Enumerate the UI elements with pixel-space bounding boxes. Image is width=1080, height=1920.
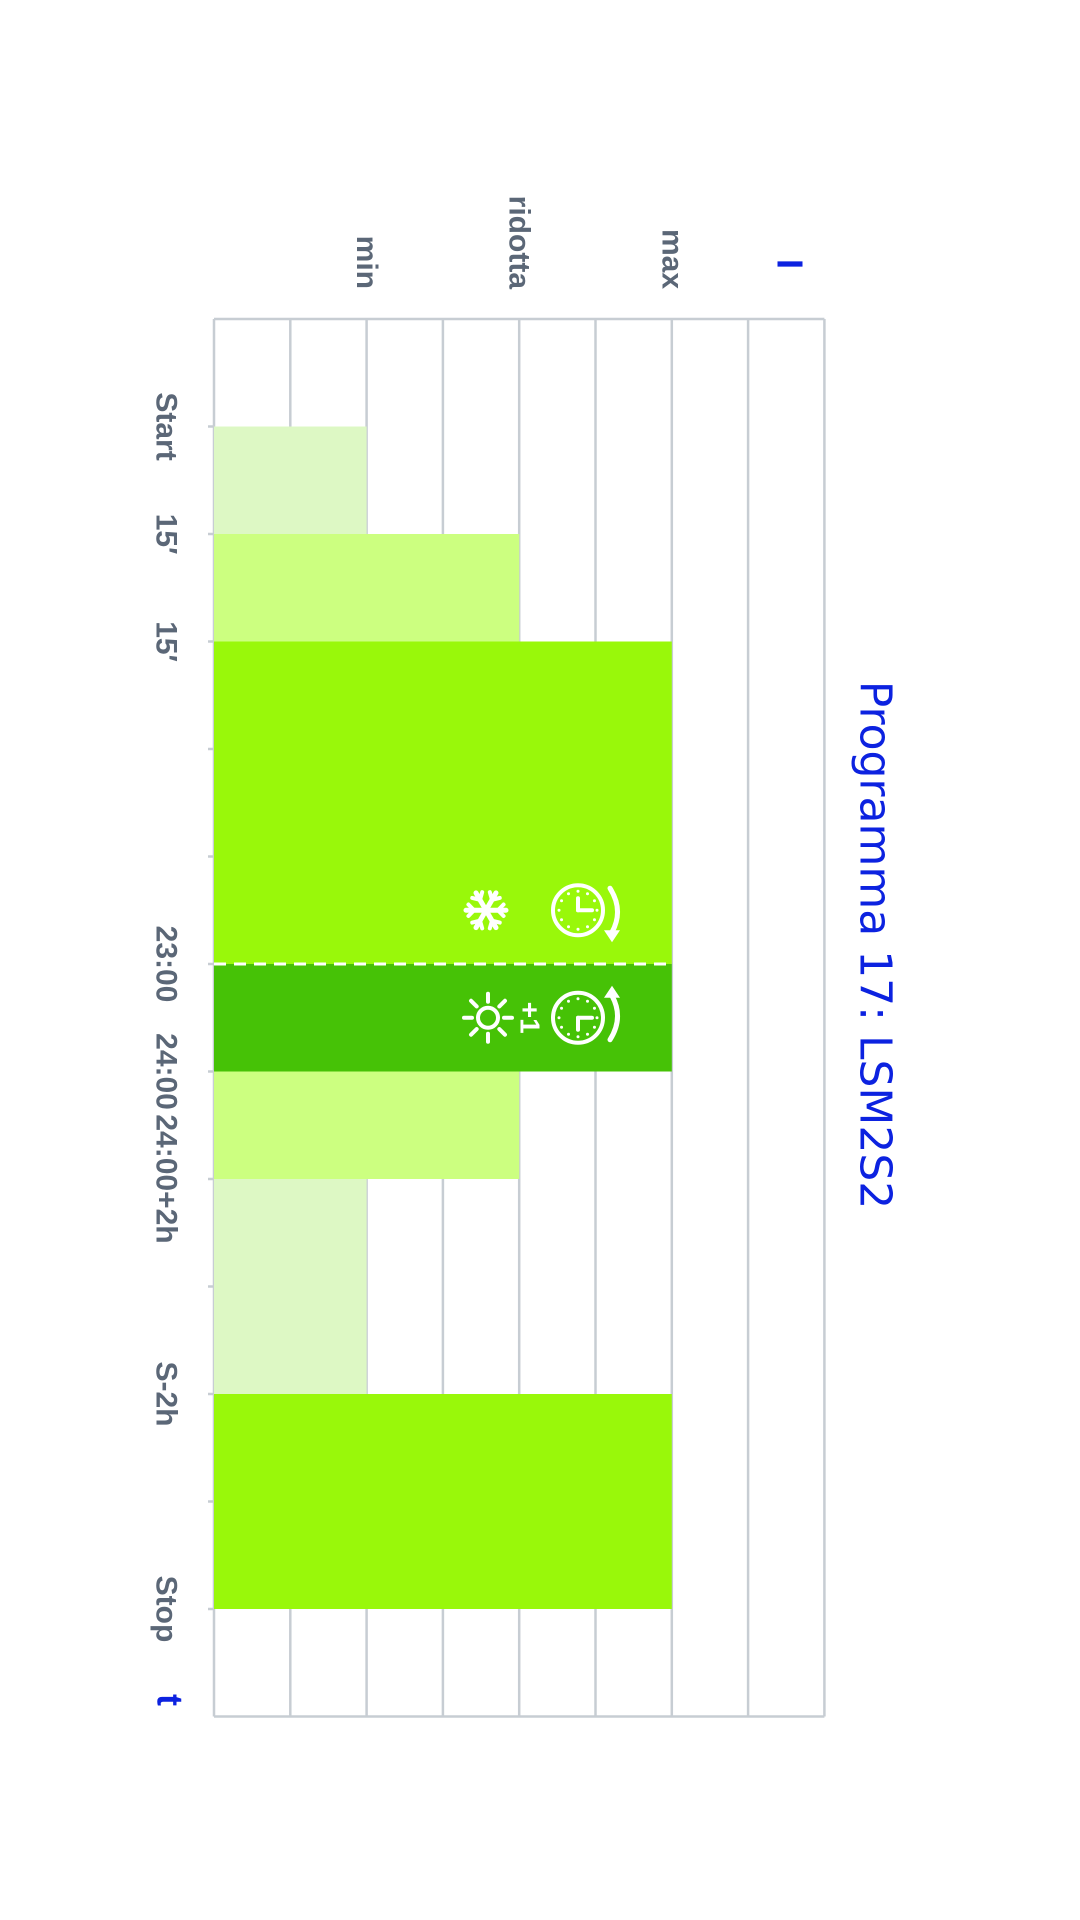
tick-labels: Start 15′ 15′ 23:00 24:00 24:00+2h S-2h Stop min… bbox=[150, 196, 689, 1643]
bars bbox=[214, 426, 672, 1609]
chart-title: Programma 17: LSM2S2 bbox=[850, 681, 901, 1210]
time-tick-label: S-2h bbox=[150, 1361, 183, 1426]
clock-forward-icon bbox=[551, 985, 620, 1045]
x-axis-label: t bbox=[150, 1694, 191, 1706]
time-tick-label: 15′ bbox=[150, 514, 183, 555]
bar-segment bbox=[214, 1394, 672, 1609]
time-tick-label: 23:00 bbox=[150, 926, 183, 1003]
level-label: max bbox=[655, 229, 688, 289]
clock-back-icon bbox=[551, 883, 620, 943]
time-tick-label: 24:00+2h bbox=[150, 1114, 183, 1243]
time-tick-label: Start bbox=[150, 392, 183, 460]
level-label: ridotta bbox=[503, 196, 536, 290]
bar-segment bbox=[214, 1179, 367, 1394]
bar-segment bbox=[214, 426, 367, 534]
bar-segment bbox=[214, 534, 520, 642]
time-tick-label: Stop bbox=[150, 1576, 183, 1643]
bar-segment bbox=[214, 1071, 520, 1179]
annotation-icons: +1 bbox=[462, 883, 620, 1045]
time-tick-label: 24:00 bbox=[150, 1033, 183, 1110]
level-label: min bbox=[350, 236, 383, 289]
snowflake-icon bbox=[463, 890, 509, 931]
plus-one-label: +1 bbox=[515, 1002, 546, 1034]
sun-icon bbox=[462, 991, 514, 1044]
y-axis-label: I bbox=[770, 259, 811, 269]
time-tick-label: 15′ bbox=[150, 621, 183, 662]
